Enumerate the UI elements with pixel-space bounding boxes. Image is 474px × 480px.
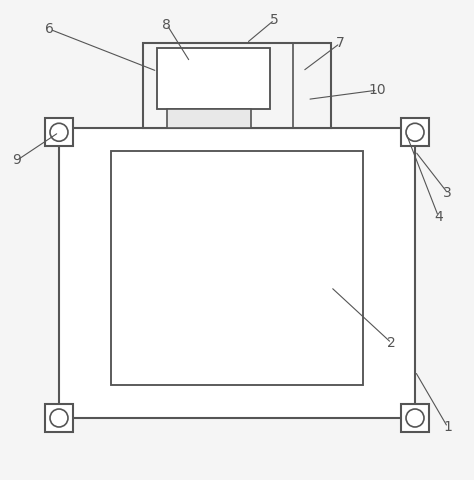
- Bar: [45, 118, 73, 146]
- Circle shape: [50, 409, 68, 427]
- Bar: [157, 48, 270, 109]
- Text: 8: 8: [162, 17, 171, 32]
- Text: 3: 3: [443, 186, 452, 200]
- Circle shape: [50, 123, 68, 141]
- Text: 1: 1: [443, 420, 452, 434]
- Text: 10: 10: [369, 83, 386, 97]
- Circle shape: [406, 123, 424, 141]
- Text: 7: 7: [336, 36, 345, 50]
- Bar: [143, 43, 331, 128]
- Text: 4: 4: [434, 210, 443, 224]
- Text: 6: 6: [45, 22, 54, 36]
- Bar: [59, 128, 415, 418]
- Bar: [167, 109, 251, 128]
- Bar: [45, 404, 73, 432]
- Circle shape: [406, 409, 424, 427]
- Bar: [401, 118, 429, 146]
- Bar: [110, 151, 364, 385]
- Text: 5: 5: [270, 13, 279, 27]
- Text: 2: 2: [387, 336, 396, 350]
- Bar: [401, 404, 429, 432]
- Text: 9: 9: [12, 154, 21, 168]
